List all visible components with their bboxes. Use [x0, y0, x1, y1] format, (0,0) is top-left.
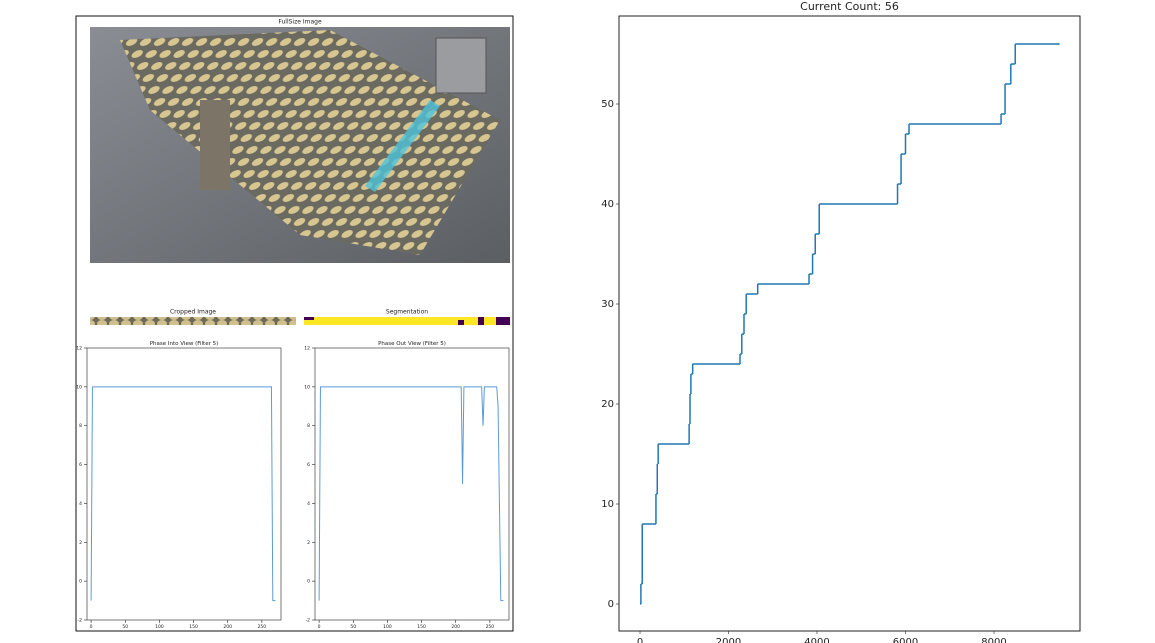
y-tick-label: 6 — [79, 462, 82, 468]
image-title: Cropped Image — [170, 309, 216, 316]
chart-title: Phase Out View (Filter 5) — [378, 341, 446, 347]
x-tick-label: 150 — [189, 624, 198, 630]
left-figure-frame — [75, 15, 514, 632]
fullsize-image — [90, 27, 510, 263]
cropped-image — [90, 317, 296, 325]
y-tick-label: 12 — [304, 346, 310, 352]
conveyor — [120, 30, 500, 255]
y-tick-label: 2 — [79, 540, 82, 546]
segment-blob — [458, 320, 464, 325]
axes-frame — [618, 15, 1081, 632]
x-tick-label: 150 — [417, 624, 426, 630]
segment-blob — [478, 317, 484, 325]
x-tick-label: 50 — [122, 624, 128, 630]
x-tick-label: 200 — [223, 624, 232, 630]
y-tick-label: 2 — [307, 540, 310, 546]
x-tick-label: 50 — [350, 624, 356, 630]
chart-title: Current Count: 56 — [800, 0, 899, 13]
x-tick-label: 0 — [90, 624, 93, 630]
chart-title: Phase Into View (Filter 5) — [150, 341, 219, 347]
x-tick-label: 250 — [486, 624, 495, 630]
y-tick-label: 8 — [307, 423, 310, 429]
x-tick-label: 2000 — [716, 637, 741, 643]
x-tick-label: 200 — [451, 624, 460, 630]
y-tick-label: 0 — [79, 579, 82, 585]
x-tick-label: 250 — [258, 624, 267, 630]
machine — [200, 100, 230, 190]
detection-band — [365, 100, 440, 192]
x-tick-label: 100 — [383, 624, 392, 630]
data-line — [90, 386, 276, 602]
x-tick-label: 6000 — [893, 637, 918, 643]
axes-frame — [314, 347, 510, 621]
segmentation-image — [304, 317, 510, 325]
axes-frame — [86, 347, 282, 621]
y-tick-label: 30 — [601, 299, 614, 310]
x-tick-label: 100 — [155, 624, 164, 630]
x-tick-label: 4000 — [804, 637, 829, 643]
y-tick-label: 40 — [601, 199, 614, 210]
y-tick-label: 4 — [79, 501, 82, 507]
y-tick-label: 0 — [307, 579, 310, 585]
bin — [435, 37, 487, 94]
y-tick-label: 20 — [601, 399, 614, 410]
y-tick-label: 4 — [307, 501, 310, 507]
segment-blob — [304, 317, 314, 320]
x-tick-label: 0 — [637, 637, 643, 643]
data-line — [318, 386, 504, 602]
y-tick-label: 6 — [307, 462, 310, 468]
y-tick-label: 8 — [79, 423, 82, 429]
x-tick-label: 0 — [318, 624, 321, 630]
y-tick-label: -2 — [306, 618, 311, 624]
step-end — [1058, 43, 1060, 45]
y-tick-label: 50 — [601, 99, 614, 110]
y-tick-label: 0 — [608, 599, 614, 610]
y-tick-label: -2 — [78, 618, 83, 624]
segment-background — [304, 317, 510, 325]
image-title: FullSize Image — [278, 19, 322, 26]
y-tick-label: 10 — [76, 384, 82, 390]
x-tick-label: 8000 — [981, 637, 1006, 643]
image-title: Segmentation — [386, 309, 428, 316]
segment-blob — [496, 317, 510, 325]
y-tick-label: 12 — [76, 346, 82, 352]
y-tick-label: 10 — [304, 384, 310, 390]
y-tick-label: 10 — [601, 499, 614, 510]
